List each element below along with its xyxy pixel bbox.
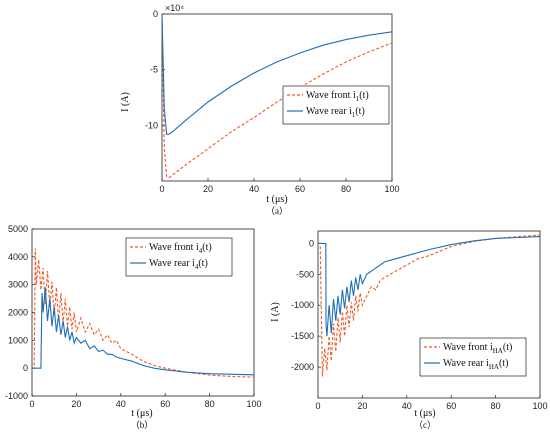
panel-a-xlabel: t (μs): [266, 194, 287, 205]
y-tick-label: 5000: [8, 224, 28, 234]
legend-tail: (t): [355, 106, 364, 117]
panel-c-ticks: 0 20 40 60 80 100 0 -500 -1000 -1500 -2000: [291, 238, 548, 411]
legend-entry: Wave rear i4(t): [149, 258, 208, 271]
panel-c-lines: [318, 234, 541, 377]
legend-box: [282, 85, 390, 125]
panel-a-legend: Wave front i1(t)Wave rear i1(t): [282, 85, 390, 125]
legend-subscript: 4: [195, 263, 199, 271]
panel-b-xlabel: t (μs): [131, 408, 152, 419]
series-line-wave-rear: [161, 13, 393, 135]
x-tick-label: 100: [532, 401, 547, 411]
y-tick-label: -1000: [5, 391, 28, 401]
series-line-wave-rear: [32, 287, 255, 376]
legend-text: Wave front i: [149, 242, 199, 253]
x-tick-label: 0: [315, 401, 320, 411]
panel-b-caption: （b）: [131, 420, 154, 430]
y-tick-label: 0: [309, 238, 314, 248]
x-tick-label: 0: [159, 184, 164, 194]
y-tick-label: -10: [145, 120, 158, 130]
legend-subscript: 1: [352, 111, 356, 119]
x-tick-label: 60: [160, 399, 170, 409]
series-line-wave-front: [318, 234, 541, 377]
x-tick-label: 20: [203, 184, 213, 194]
x-tick-label: 100: [384, 184, 399, 194]
x-tick-label: 60: [446, 401, 456, 411]
legend-text: Wave rear i: [306, 106, 352, 117]
series-line-wave-rear: [318, 236, 541, 337]
panel-a-lines: [161, 13, 393, 179]
panel-c-ylabel: I (A): [270, 302, 281, 322]
y-tick-label: 2000: [8, 308, 28, 318]
panel-c-caption: （c）: [414, 420, 436, 430]
x-tick-label: 40: [402, 401, 412, 411]
x-tick-label: 80: [491, 401, 501, 411]
x-tick-label: 20: [71, 399, 81, 409]
panel-a-caption: （a）: [266, 206, 288, 216]
legend-tail: (t): [202, 242, 211, 253]
panel-a: 0 20 40 60 80 100 0 -5 -10 ×10⁴ I (A) t (μs) （a）…: [120, 3, 400, 216]
legend-subscript: HA: [489, 363, 499, 371]
legend-text: Wave front i: [306, 90, 356, 101]
y-tick-label: -5: [150, 65, 158, 75]
legend-text: Wave rear i: [149, 258, 195, 269]
legend-subscript: 1: [356, 95, 360, 103]
legend-box: [419, 337, 527, 377]
panel-b-lines: [32, 248, 255, 378]
y-tick-label: -2000: [291, 362, 314, 372]
legend-entry: Wave front iHA(t): [443, 342, 512, 355]
panel-c-legend: Wave front iHA(t)Wave rear iHA(t): [419, 337, 527, 377]
y-tick-label: 4000: [8, 252, 28, 262]
x-tick-label: 40: [116, 399, 126, 409]
x-tick-label: 80: [341, 184, 351, 194]
legend-text: Wave rear i: [443, 358, 489, 369]
legend-entry: Wave rear iHA(t): [443, 358, 508, 371]
legend-text: Wave front i: [443, 342, 493, 353]
legend-subscript: 4: [199, 247, 203, 255]
y-tick-label: -500: [296, 269, 314, 279]
panel-b-legend: Wave front i4(t)Wave rear i4(t): [125, 237, 233, 277]
panel-a-exponent: ×10⁴: [165, 3, 184, 13]
legend-entry: Wave front i4(t): [149, 242, 212, 255]
legend-tail: (t): [198, 258, 207, 269]
legend-subscript: HA: [493, 347, 503, 355]
legend-tail: (t): [503, 342, 512, 353]
y-tick-label: 0: [23, 363, 28, 373]
panel-c: 0 20 40 60 80 100 0 -500 -1000 -1500 -2000 I (A) t…: [270, 230, 548, 430]
legend-tail: (t): [499, 358, 508, 369]
series-line-wave-front: [32, 248, 255, 378]
x-tick-label: 0: [29, 399, 34, 409]
x-tick-label: 100: [246, 399, 261, 409]
x-tick-label: 20: [357, 401, 367, 411]
y-tick-label: 0: [153, 9, 158, 19]
legend-entry: Wave front i1(t): [306, 90, 369, 103]
legend-tail: (t): [359, 90, 368, 101]
y-tick-label: -1000: [291, 300, 314, 310]
legend-entry: Wave rear i1(t): [306, 106, 365, 119]
x-tick-label: 40: [249, 184, 259, 194]
panel-a-ylabel: I (A): [120, 92, 131, 112]
y-tick-label: 3000: [8, 280, 28, 290]
legend-box: [125, 237, 233, 277]
y-tick-label: -1500: [291, 331, 314, 341]
x-tick-label: 60: [295, 184, 305, 194]
x-tick-label: 80: [205, 399, 215, 409]
panel-c-xlabel: t (μs): [414, 408, 435, 419]
series-line-wave-front: [161, 13, 393, 179]
y-tick-label: 1000: [8, 335, 28, 345]
